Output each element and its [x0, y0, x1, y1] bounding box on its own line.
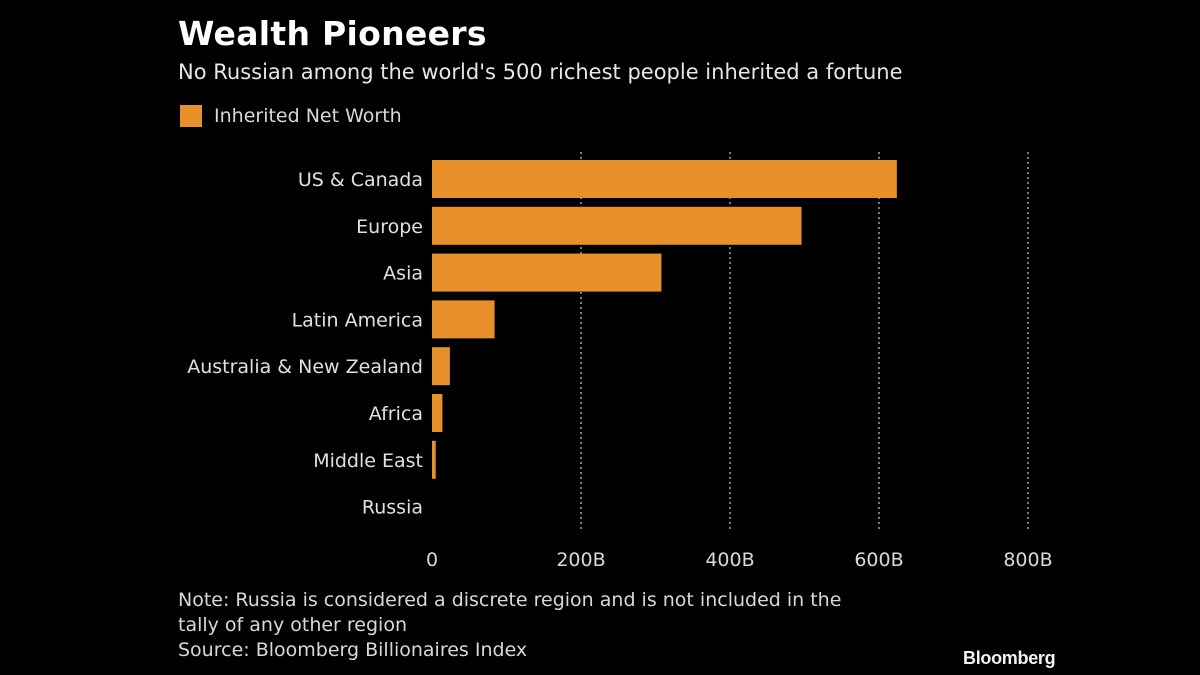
- source-line: Source: Bloomberg Billionaires Index: [178, 639, 528, 661]
- bar: [432, 160, 897, 198]
- x-tick-label: 200B: [556, 549, 605, 571]
- bar: [432, 394, 443, 432]
- bar: [432, 253, 662, 292]
- bar: [432, 347, 450, 386]
- category-label: Middle East: [313, 450, 423, 472]
- x-tick-label: 400B: [705, 549, 754, 571]
- category-label: Latin America: [292, 309, 423, 331]
- category-label: US & Canada: [298, 169, 423, 191]
- bar: [432, 440, 436, 479]
- category-label: Russia: [362, 497, 423, 519]
- x-tick-label: 0: [426, 549, 438, 571]
- category-label: Asia: [383, 263, 423, 285]
- note-line: Note: Russia is considered a discrete re…: [178, 589, 842, 611]
- category-label: Australia & New Zealand: [187, 356, 423, 378]
- x-tick-label: 600B: [854, 549, 903, 571]
- legend-swatch: [180, 105, 202, 127]
- bar: [432, 300, 495, 339]
- x-tick-label: 800B: [1003, 549, 1052, 571]
- category-label: Europe: [356, 216, 423, 238]
- bar: [432, 206, 802, 245]
- chart-title: Wealth Pioneers: [178, 14, 487, 53]
- bloomberg-logo: Bloomberg: [963, 648, 1056, 668]
- chart-note: Note: Russia is considered a discrete re…: [178, 588, 841, 663]
- legend-label: Inherited Net Worth: [214, 105, 402, 127]
- note-line: tally of any other region: [178, 614, 408, 636]
- legend: Inherited Net Worth: [180, 105, 402, 127]
- chart-subtitle: No Russian among the world's 500 richest…: [178, 60, 903, 84]
- category-label: Africa: [369, 403, 423, 425]
